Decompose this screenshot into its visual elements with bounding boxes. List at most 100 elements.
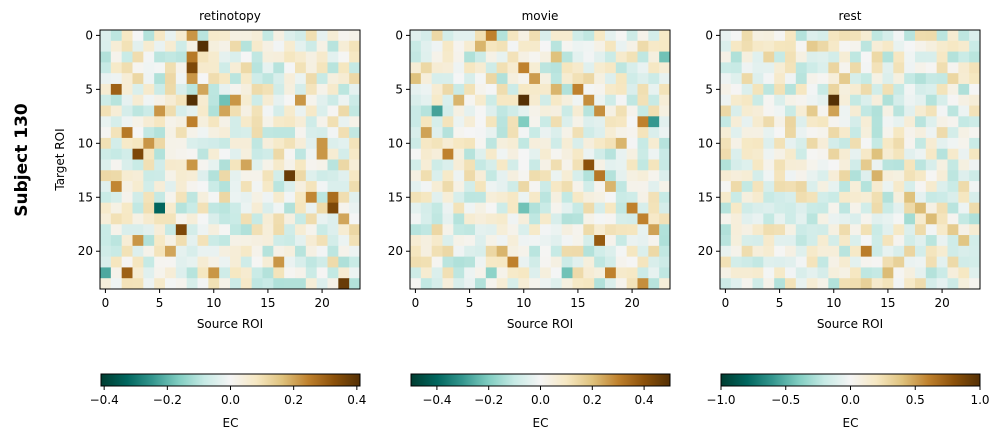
heatmap-cell — [925, 83, 938, 96]
heatmap-cell — [295, 94, 307, 106]
heatmap-cell — [132, 159, 144, 171]
heatmap-cell — [795, 73, 808, 85]
heatmap-cell — [316, 127, 328, 139]
heatmap-cell — [240, 51, 253, 63]
heatmap-cell — [175, 235, 188, 247]
heatmap-cell — [730, 235, 743, 247]
heatmap-cell — [338, 62, 350, 74]
heatmap-cell — [496, 278, 508, 290]
heatmap-cell — [540, 83, 552, 96]
heatmap-cell — [871, 267, 883, 279]
heatmap-cell — [442, 137, 454, 150]
heatmap-cell — [100, 30, 112, 42]
heatmap-cell — [969, 94, 981, 106]
heatmap-cell — [410, 213, 422, 225]
heatmap-cell — [165, 159, 177, 171]
heatmap-cell — [165, 191, 177, 204]
heatmap-cell — [507, 51, 519, 63]
heatmap-cell — [540, 40, 552, 52]
heatmap-cell — [572, 191, 584, 204]
heatmap-cell — [615, 245, 628, 258]
heatmap-cell — [251, 159, 263, 171]
heatmap-cell — [529, 30, 541, 42]
y-tick-label: 10 — [388, 136, 403, 150]
heatmap-cell — [316, 224, 328, 236]
heatmap-cell — [795, 62, 808, 74]
heatmap-cell — [295, 213, 307, 225]
heatmap-cell — [420, 202, 433, 214]
colorbar-tick-label: −0.4 — [422, 393, 451, 407]
heatmap-cell — [273, 51, 285, 63]
heatmap-cell — [785, 30, 797, 42]
heatmap-cell — [540, 224, 552, 236]
heatmap-cell — [485, 170, 498, 182]
heatmap-cell — [806, 127, 818, 139]
heatmap-cell — [540, 148, 552, 160]
heatmap-cell — [637, 278, 649, 290]
heatmap-cell — [795, 51, 808, 63]
heatmap-cell — [925, 137, 938, 150]
heatmap-cell — [442, 116, 454, 128]
heatmap-cell — [262, 94, 274, 106]
y-tick-label: 10 — [698, 136, 713, 150]
heatmap-cell — [882, 213, 894, 225]
heatmap-cell — [572, 137, 584, 150]
heatmap-cell — [410, 30, 422, 42]
heatmap-cell — [165, 148, 177, 160]
heatmap-cell — [175, 105, 188, 117]
heatmap-cell — [561, 267, 573, 279]
heatmap-cell — [453, 267, 465, 279]
heatmap-cell — [305, 148, 318, 160]
heatmap-cell — [453, 116, 465, 128]
heatmap-cell — [550, 148, 563, 160]
heatmap-cell — [295, 73, 307, 85]
heatmap-cell — [110, 213, 123, 225]
heatmap-cell — [860, 256, 873, 268]
heatmap-cell — [284, 148, 296, 160]
heatmap-cell — [850, 159, 862, 171]
heatmap-cell — [730, 73, 743, 85]
heatmap-cell — [904, 62, 916, 74]
heatmap-cell — [518, 224, 530, 236]
axes-frame — [99, 29, 361, 290]
heatmap-cell — [154, 267, 166, 279]
heatmap-cell — [251, 137, 263, 150]
heatmap-cell — [453, 170, 465, 182]
heatmap-cell — [529, 105, 541, 117]
heatmap-cell — [518, 181, 530, 193]
heatmap-cell — [410, 202, 422, 214]
heatmap-cell — [327, 278, 339, 290]
heatmap-cell — [110, 170, 123, 182]
heatmap-cell — [561, 181, 573, 193]
heatmap-cell — [648, 83, 660, 96]
heatmap-cell — [349, 94, 361, 106]
heatmap-cell — [475, 148, 487, 160]
heatmap-cell — [100, 148, 112, 160]
heatmap-cell — [626, 116, 638, 128]
heatmap-cell — [615, 170, 628, 182]
heatmap-cell — [475, 181, 487, 193]
heatmap-cell — [828, 256, 840, 268]
heatmap-cell — [316, 159, 328, 171]
heatmap-cell — [219, 94, 231, 106]
heatmap-cell — [785, 202, 797, 214]
heatmap-cell — [860, 137, 873, 150]
heatmap-cell — [871, 116, 883, 128]
heatmap-cell — [839, 148, 851, 160]
heatmap-cells — [720, 30, 981, 290]
heatmap-cell — [327, 191, 339, 204]
heatmap-cell — [720, 83, 732, 96]
heatmap-cell — [273, 62, 285, 74]
heatmap-cell — [327, 30, 339, 42]
heatmap-cell — [110, 245, 123, 258]
heatmap-cell — [507, 267, 519, 279]
heatmap-cell — [763, 224, 775, 236]
heatmap-cell — [626, 202, 638, 214]
heatmap-cell — [420, 40, 433, 52]
heatmap-cell — [410, 245, 422, 258]
heatmap-cell — [915, 235, 927, 247]
heatmap-cell — [741, 105, 753, 117]
heatmap-cell — [143, 191, 155, 204]
heatmap-cell — [763, 256, 775, 268]
heatmap-cell — [969, 30, 981, 42]
